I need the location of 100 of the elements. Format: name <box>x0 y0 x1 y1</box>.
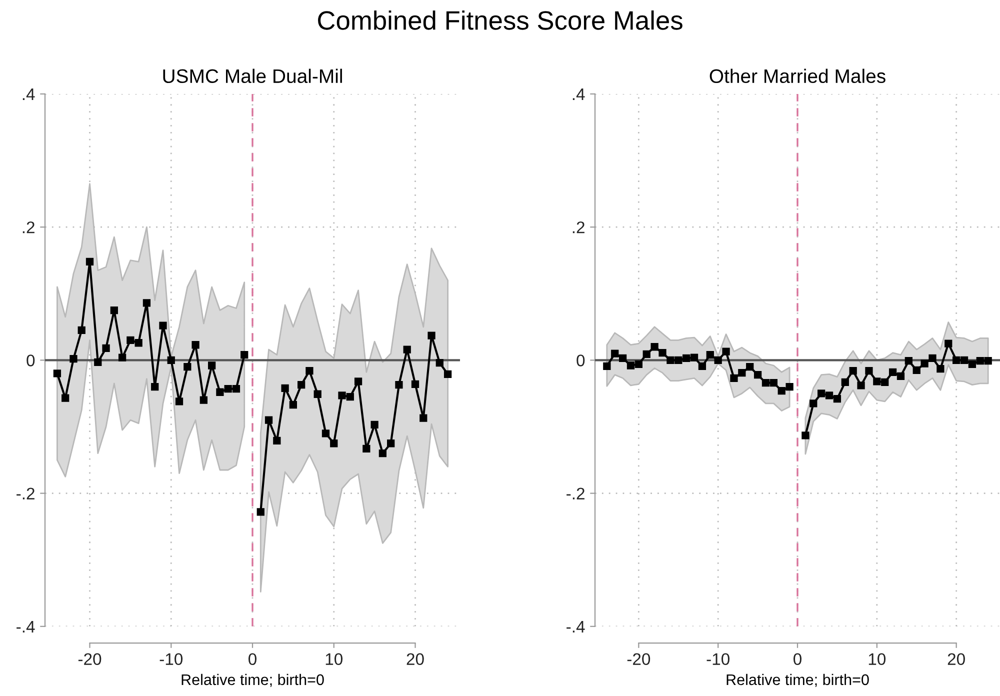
x-tick-label: 20 <box>406 653 424 666</box>
y-tick-label: 0 <box>26 354 35 366</box>
point <box>666 356 674 364</box>
point <box>746 363 754 371</box>
point <box>346 392 354 401</box>
x-tick-label: -20 <box>627 653 650 666</box>
point <box>411 380 420 388</box>
x-tick-label: -10 <box>160 653 183 666</box>
point <box>444 370 452 378</box>
x-tick-label: -10 <box>706 653 730 666</box>
point <box>62 394 70 402</box>
point <box>944 340 952 348</box>
point <box>928 354 936 362</box>
point <box>634 360 642 368</box>
point <box>192 341 200 349</box>
point <box>849 367 857 375</box>
point <box>642 350 650 358</box>
point <box>94 358 102 366</box>
point <box>618 354 627 362</box>
point <box>403 346 411 354</box>
point <box>682 354 690 362</box>
point <box>722 348 730 356</box>
point <box>151 382 159 391</box>
point <box>142 299 151 307</box>
point <box>770 378 778 387</box>
point <box>714 356 722 364</box>
point <box>888 368 897 376</box>
text: Combined Fitness Score Males <box>318 10 682 30</box>
point <box>936 365 944 373</box>
point <box>86 258 94 266</box>
y-tick-label: 0 <box>576 354 585 366</box>
y-tick-label: .2 <box>572 221 584 234</box>
point <box>611 350 619 358</box>
point <box>810 400 818 408</box>
point <box>264 416 273 424</box>
point <box>873 378 881 386</box>
point <box>786 382 794 391</box>
point <box>78 326 86 334</box>
point <box>102 344 110 352</box>
point <box>952 356 960 364</box>
point <box>698 362 706 370</box>
point <box>825 392 834 400</box>
point <box>730 374 738 382</box>
y-tick-label: .2 <box>22 221 34 234</box>
point <box>865 367 873 375</box>
point <box>314 390 322 398</box>
point <box>706 351 714 359</box>
y-tick-label: .4 <box>22 88 35 100</box>
y-tick-label: -.2 <box>566 488 584 500</box>
point <box>833 394 842 403</box>
x-tick-label: 10 <box>868 653 886 666</box>
point <box>208 362 216 370</box>
point <box>322 430 330 438</box>
y-tick-label: -.4 <box>16 620 35 632</box>
point <box>968 360 976 368</box>
point <box>896 372 905 380</box>
point <box>674 356 682 364</box>
y-tick-label: .4 <box>572 88 585 100</box>
point <box>960 356 968 364</box>
x-tick-label: 20 <box>948 653 965 666</box>
point <box>428 332 436 340</box>
point <box>841 378 849 386</box>
point <box>200 396 208 404</box>
point <box>362 444 370 453</box>
point <box>754 371 762 379</box>
x-tick-label: -20 <box>78 653 102 666</box>
point <box>690 354 698 362</box>
point <box>159 322 167 330</box>
point <box>904 357 912 365</box>
x-tick-label: 0 <box>248 653 256 666</box>
point <box>240 351 248 359</box>
chart-title: USMC Male Dual-Mil <box>163 68 342 84</box>
point <box>126 336 134 344</box>
x-tick-label: 0 <box>794 653 802 666</box>
point <box>281 384 289 392</box>
point <box>273 436 281 445</box>
point <box>110 306 118 314</box>
point <box>330 440 338 448</box>
x-tick-label: 10 <box>326 653 342 666</box>
x-axis-title: Relative time; birth=0 <box>726 674 869 687</box>
point <box>175 398 184 406</box>
point <box>354 378 362 386</box>
point <box>436 359 444 367</box>
point <box>167 356 175 364</box>
x-axis-title: Relative time; birth=0 <box>182 674 324 687</box>
point <box>306 367 314 375</box>
point <box>857 382 865 390</box>
point <box>984 357 992 365</box>
point <box>298 380 306 389</box>
point <box>134 339 142 347</box>
point <box>778 386 786 395</box>
point <box>738 369 746 377</box>
point <box>118 354 126 362</box>
point <box>818 390 826 398</box>
point <box>256 508 264 516</box>
point <box>802 432 810 440</box>
point <box>387 440 395 448</box>
point <box>70 355 78 363</box>
point <box>184 363 192 371</box>
point <box>762 378 770 387</box>
